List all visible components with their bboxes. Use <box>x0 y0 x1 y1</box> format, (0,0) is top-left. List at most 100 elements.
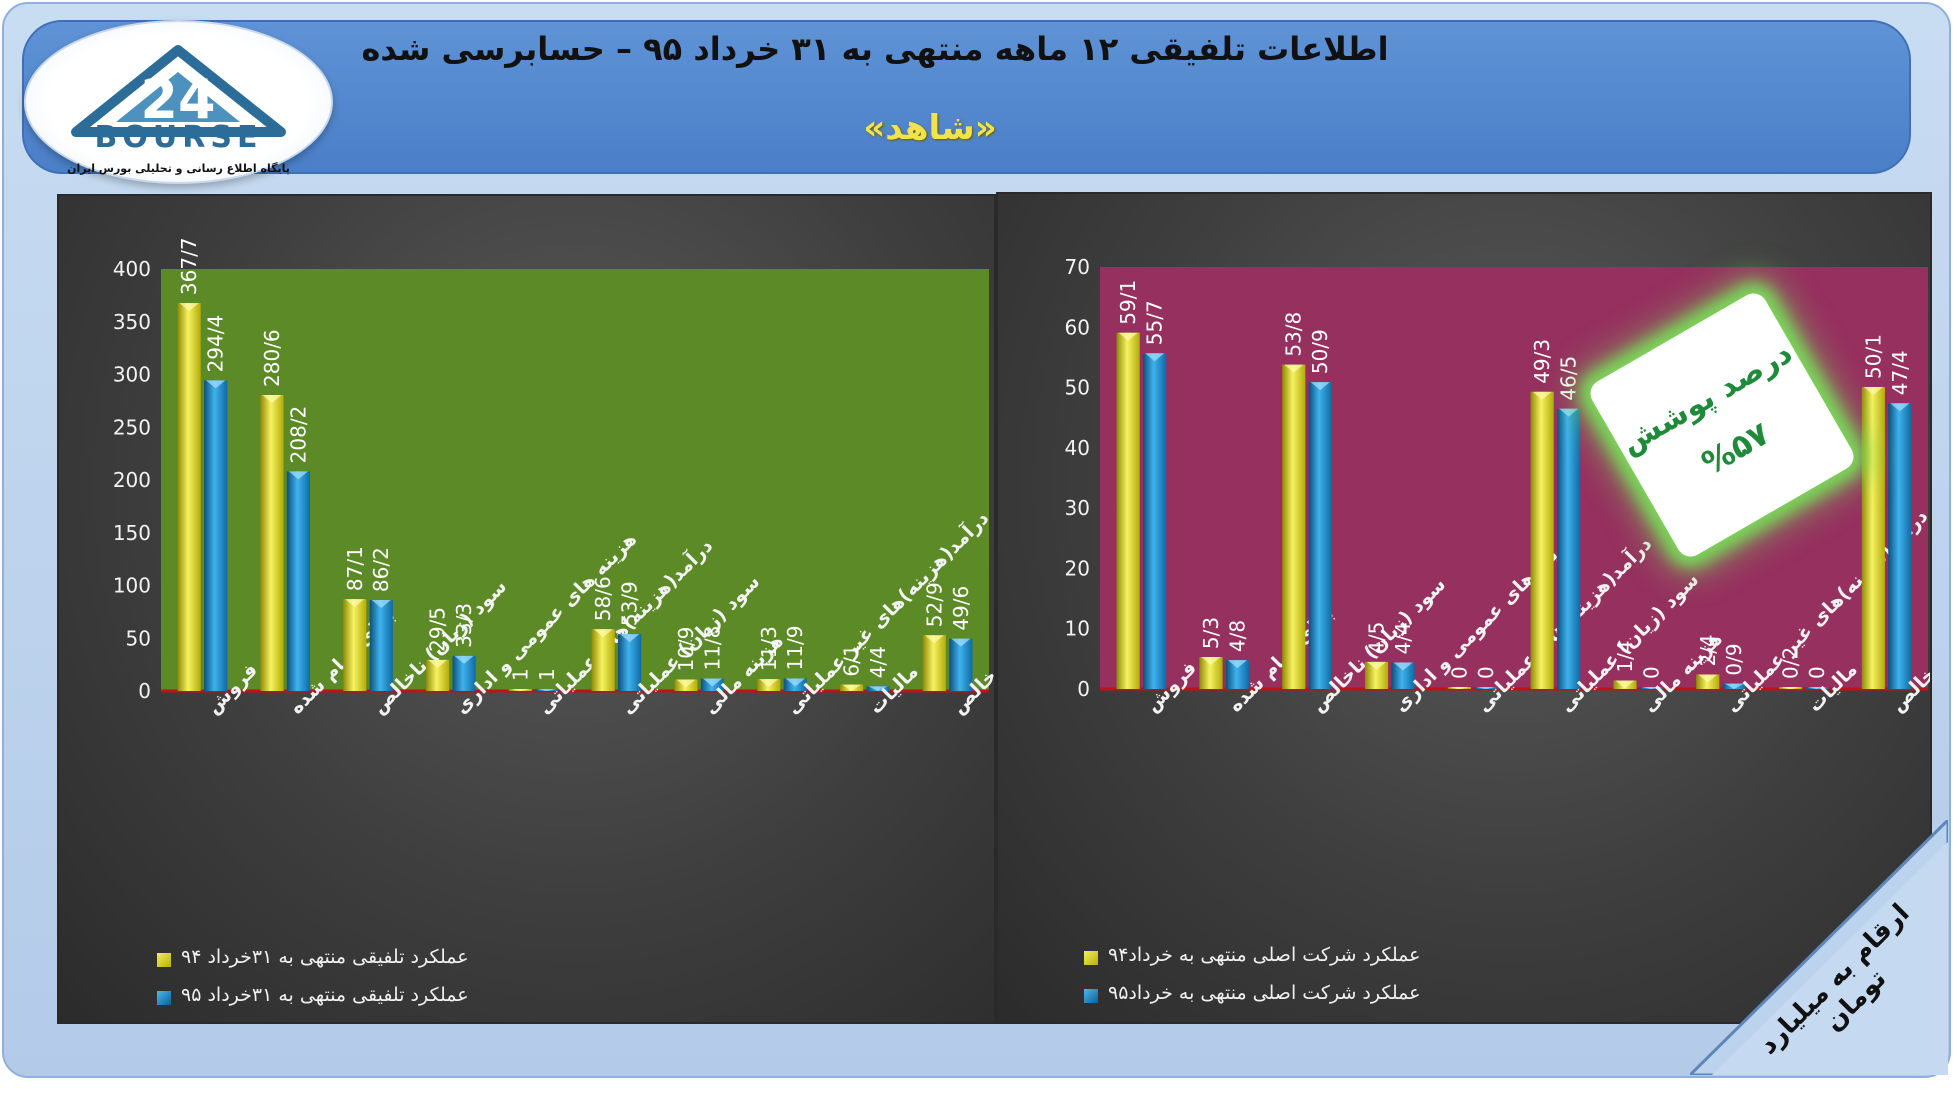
bar-value-label: 33/3 <box>452 603 476 648</box>
bar-value-label: 11/3 <box>757 626 781 671</box>
bar-prev-year <box>922 635 946 691</box>
bar-cap <box>1227 660 1248 669</box>
bar-value-label: 4/4 <box>1391 622 1415 654</box>
bar-cap <box>1698 674 1718 683</box>
legend-left-95: عملکرد تلفیقی منتهی به ۳۱خرداد ۹۵ <box>181 984 469 1006</box>
bar-prev-year <box>260 394 284 691</box>
legend-key-right-94 <box>1084 951 1098 965</box>
bar-cap <box>702 678 723 687</box>
logo-number: 24 <box>140 68 215 131</box>
y-tick-label: 60 <box>1065 315 1090 339</box>
bar-value-label: 2/4 <box>1696 634 1720 666</box>
bar-value-label: 58/6 <box>591 576 615 621</box>
bar-cap <box>1532 391 1552 400</box>
bar-cap <box>537 689 557 691</box>
bar-current-year <box>1143 353 1167 689</box>
bar-cap <box>1559 408 1579 417</box>
legend-right-95: عملکرد شرکت اصلی منتهی به خرداد۹۵ <box>1108 982 1421 1004</box>
bar-value-label: 294/4 <box>204 315 228 373</box>
bar-prev-year <box>591 629 615 691</box>
bar-cap <box>510 689 530 691</box>
y-tick-label: 20 <box>1065 556 1090 580</box>
bar-value-label: 10/9 <box>674 627 698 672</box>
y-tick-label: 250 <box>113 415 151 439</box>
left-chart-panel: 0 50 100 150 200 250 300 350 400 367/7 294/4 فروش 28… <box>57 194 996 1024</box>
company-name: «شاهد» <box>863 108 997 148</box>
bar-value-label: 50/1 <box>1861 334 1885 379</box>
bar-cap <box>1890 403 1910 412</box>
bar-value-label: 29/5 <box>426 607 450 652</box>
bar-current-year <box>618 634 642 691</box>
bar-value-label: 11/8 <box>700 626 724 671</box>
bar-cap <box>1615 680 1635 689</box>
bar-cap <box>454 655 474 664</box>
y-tick-label: 400 <box>113 257 151 281</box>
bar-cap <box>620 634 640 643</box>
bar-value-label: 280/6 <box>260 329 284 387</box>
y-tick-label: 10 <box>1065 617 1090 641</box>
bar-cap <box>1724 683 1744 689</box>
bar-value-label: 4/4 <box>866 646 890 678</box>
bar-value-label: 1 <box>508 668 532 681</box>
y-tick-label: 40 <box>1065 436 1090 460</box>
bar-value-label: 49/3 <box>1530 339 1554 384</box>
y-tick-label: 100 <box>113 574 151 598</box>
bar-cap <box>345 599 365 608</box>
bar-value-label: 46/5 <box>1557 356 1581 401</box>
bar-prev-year <box>1116 332 1140 689</box>
bar-value-label: 53/8 <box>1282 312 1306 357</box>
bar-prev-year <box>343 599 367 691</box>
bar-current-year <box>1308 382 1332 689</box>
bar-prev-year <box>1530 391 1554 689</box>
bar-value-label: 1/4 <box>1613 640 1637 672</box>
bar-value-label: 0/2 <box>1779 647 1803 679</box>
bar-cap <box>1366 661 1387 670</box>
logo-tagline: پایگاه اطلاع رسانی و تحلیلی بورس ایران <box>67 162 290 175</box>
bar-cap <box>841 684 862 691</box>
bar-value-label: 0 <box>1474 666 1498 679</box>
legend-key-right-95 <box>1084 989 1098 1003</box>
bar-value-label: 87/1 <box>343 546 367 591</box>
y-tick-label: 200 <box>113 468 151 492</box>
bar-cap <box>1449 687 1469 689</box>
y-tick-label: 0 <box>138 679 151 703</box>
bar-cap <box>1145 353 1165 362</box>
bar-cap <box>206 380 226 389</box>
bar-cap <box>1863 386 1883 395</box>
bar-cap <box>1118 332 1138 341</box>
bar-cap <box>1641 687 1662 689</box>
bar-current-year <box>1225 660 1250 689</box>
bar-cap <box>371 600 391 609</box>
bar-cap <box>179 303 199 312</box>
bar-value-label: 6/1 <box>840 644 864 676</box>
bar-value-label: 52/9 <box>922 582 946 627</box>
bar-cap <box>676 679 696 688</box>
bar-value-label: 0 <box>1639 666 1663 679</box>
legend-key-left-94 <box>157 953 171 967</box>
bar-prev-year <box>177 303 201 691</box>
bar-current-year <box>1888 403 1912 689</box>
bar-value-label: 4/5 <box>1365 622 1389 654</box>
y-tick-label: 50 <box>1065 376 1090 400</box>
legend-right-94: عملکرد شرکت اصلی منتهی به خرداد۹۴ <box>1108 944 1421 966</box>
bar-prev-year <box>425 659 450 691</box>
bar-prev-year <box>1282 364 1306 689</box>
y-tick-label: 50 <box>126 626 151 650</box>
bar-cap <box>288 471 309 480</box>
bar-cap <box>951 638 971 647</box>
bar-value-label: 47/4 <box>1888 350 1912 395</box>
bar-cap <box>868 686 888 691</box>
bar-cap <box>1476 687 1496 689</box>
y-tick-label: 0 <box>1077 677 1090 701</box>
header-banner <box>22 20 1911 174</box>
y-tick-label: 350 <box>113 310 151 334</box>
bar-cap <box>262 394 282 403</box>
bar-value-label: 5/3 <box>1199 617 1223 649</box>
bar-value-label: 367/7 <box>177 237 201 295</box>
bar-cap <box>759 679 779 688</box>
bar-current-year <box>1391 662 1415 689</box>
bar-current-year <box>204 380 228 691</box>
bar-cap <box>1393 662 1413 671</box>
bar-current-year <box>1557 408 1581 689</box>
